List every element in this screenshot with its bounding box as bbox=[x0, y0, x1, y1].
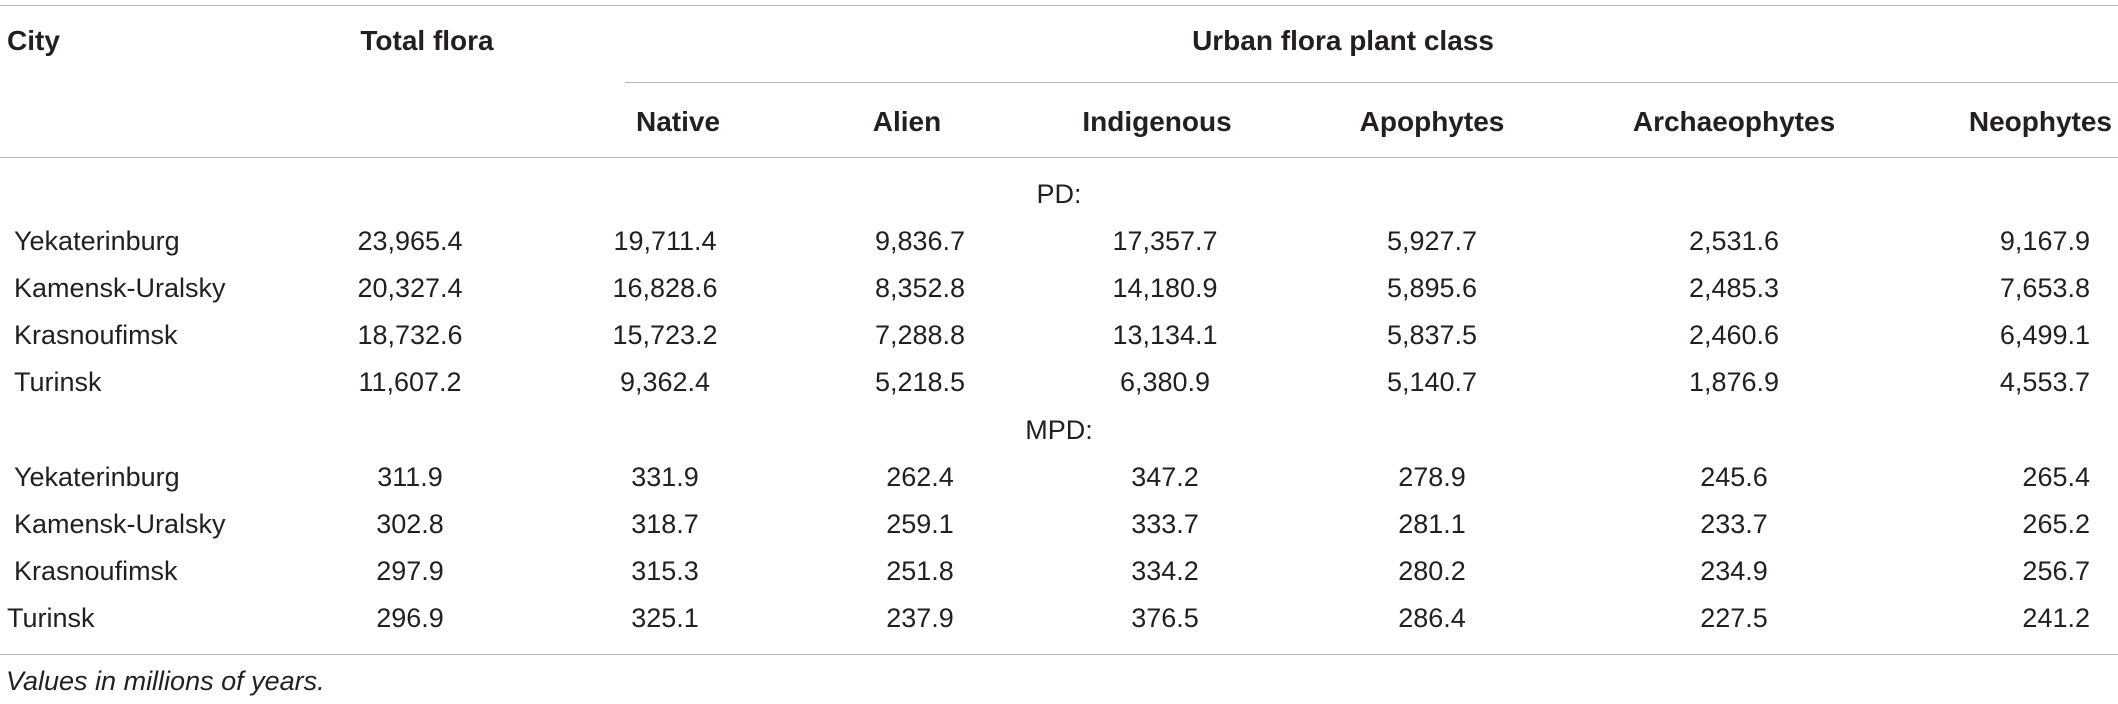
header-native: Native bbox=[635, 106, 721, 137]
row-city: Kamensk-Uralsky bbox=[14, 273, 226, 303]
cell-indigenous: 17,357.7 bbox=[1112, 226, 1218, 256]
table-footnote: Values in millions of years. bbox=[6, 666, 325, 696]
cell-apophytes: 5,927.7 bbox=[1386, 226, 1478, 256]
cell-apophytes: 286.4 bbox=[1398, 603, 1466, 633]
cell-neophytes: 6,499.1 bbox=[1999, 320, 2090, 350]
cell-apophytes: 280.2 bbox=[1398, 556, 1466, 586]
cell-indigenous: 376.5 bbox=[1131, 603, 1199, 633]
cell-neophytes: 241.2 bbox=[2022, 603, 2090, 633]
top-rule bbox=[0, 5, 2118, 6]
group-underline bbox=[625, 82, 2118, 83]
cell-apophytes: 5,140.7 bbox=[1386, 367, 1478, 397]
row-city: Krasnoufimsk bbox=[14, 556, 178, 586]
header-rule bbox=[0, 157, 2118, 158]
cell-total: 296.9 bbox=[376, 603, 444, 633]
header-total-flora: Total flora bbox=[360, 25, 494, 56]
cell-archaeophytes: 233.7 bbox=[1700, 509, 1768, 539]
cell-indigenous: 334.2 bbox=[1131, 556, 1199, 586]
header-urban-flora-group: Urban flora plant class bbox=[1192, 25, 1494, 56]
cell-neophytes: 265.2 bbox=[2022, 509, 2090, 539]
cell-archaeophytes: 2,485.3 bbox=[1688, 273, 1780, 303]
cell-alien: 5,218.5 bbox=[874, 367, 966, 397]
cell-native: 16,828.6 bbox=[612, 273, 718, 303]
header-city: City bbox=[7, 25, 60, 56]
cell-archaeophytes: 227.5 bbox=[1700, 603, 1768, 633]
cell-alien: 7,288.8 bbox=[874, 320, 966, 350]
row-city: Krasnoufimsk bbox=[14, 320, 178, 350]
cell-apophytes: 278.9 bbox=[1398, 462, 1466, 492]
cell-apophytes: 5,837.5 bbox=[1386, 320, 1478, 350]
cell-total: 18,732.6 bbox=[357, 320, 463, 350]
cell-archaeophytes: 234.9 bbox=[1700, 556, 1768, 586]
section-label-pd: PD: bbox=[1036, 179, 1082, 209]
cell-alien: 251.8 bbox=[886, 556, 954, 586]
cell-native: 15,723.2 bbox=[612, 320, 718, 350]
header-apophytes: Apophytes bbox=[1359, 106, 1505, 137]
cell-archaeophytes: 2,531.6 bbox=[1688, 226, 1780, 256]
cell-neophytes: 265.4 bbox=[2022, 462, 2090, 492]
cell-archaeophytes: 1,876.9 bbox=[1688, 367, 1780, 397]
bottom-rule bbox=[0, 654, 2118, 655]
cell-total: 297.9 bbox=[376, 556, 444, 586]
cell-native: 9,362.4 bbox=[619, 367, 711, 397]
header-alien: Alien bbox=[872, 106, 942, 137]
row-city: Yekaterinburg bbox=[14, 462, 180, 492]
cell-total: 20,327.4 bbox=[357, 273, 463, 303]
header-neophytes: Neophytes bbox=[1968, 106, 2112, 137]
row-city: Kamensk-Uralsky bbox=[14, 509, 226, 539]
cell-neophytes: 256.7 bbox=[2022, 556, 2090, 586]
cell-native: 331.9 bbox=[631, 462, 699, 492]
cell-total: 311.9 bbox=[377, 462, 443, 492]
row-city: Turinsk bbox=[7, 603, 95, 633]
header-indigenous: Indigenous bbox=[1082, 106, 1232, 137]
cell-alien: 8,352.8 bbox=[874, 273, 966, 303]
cell-archaeophytes: 2,460.6 bbox=[1688, 320, 1780, 350]
row-city: Yekaterinburg bbox=[14, 226, 180, 256]
cell-indigenous: 333.7 bbox=[1131, 509, 1199, 539]
cell-neophytes: 9,167.9 bbox=[1999, 226, 2090, 256]
section-label-mpd: MPD: bbox=[1025, 415, 1093, 445]
cell-archaeophytes: 245.6 bbox=[1700, 462, 1768, 492]
header-archaeophytes: Archaeophytes bbox=[1632, 106, 1836, 137]
cell-native: 19,711.4 bbox=[613, 226, 717, 256]
cell-total: 11,607.2 bbox=[358, 367, 462, 397]
cell-total: 302.8 bbox=[376, 509, 444, 539]
cell-alien: 259.1 bbox=[886, 509, 954, 539]
cell-apophytes: 281.1 bbox=[1398, 509, 1466, 539]
cell-alien: 9,836.7 bbox=[874, 226, 966, 256]
cell-alien: 237.9 bbox=[886, 603, 954, 633]
cell-indigenous: 13,134.1 bbox=[1112, 320, 1218, 350]
cell-indigenous: 6,380.9 bbox=[1119, 367, 1211, 397]
row-city: Turinsk bbox=[14, 367, 102, 397]
cell-indigenous: 14,180.9 bbox=[1112, 273, 1218, 303]
cell-native: 315.3 bbox=[631, 556, 699, 586]
cell-native: 325.1 bbox=[631, 603, 699, 633]
cell-neophytes: 4,553.7 bbox=[1999, 367, 2090, 397]
cell-total: 23,965.4 bbox=[357, 226, 463, 256]
cell-apophytes: 5,895.6 bbox=[1386, 273, 1478, 303]
cell-alien: 262.4 bbox=[886, 462, 954, 492]
cell-neophytes: 7,653.8 bbox=[1999, 273, 2090, 303]
cell-native: 318.7 bbox=[631, 509, 699, 539]
cell-indigenous: 347.2 bbox=[1131, 462, 1199, 492]
